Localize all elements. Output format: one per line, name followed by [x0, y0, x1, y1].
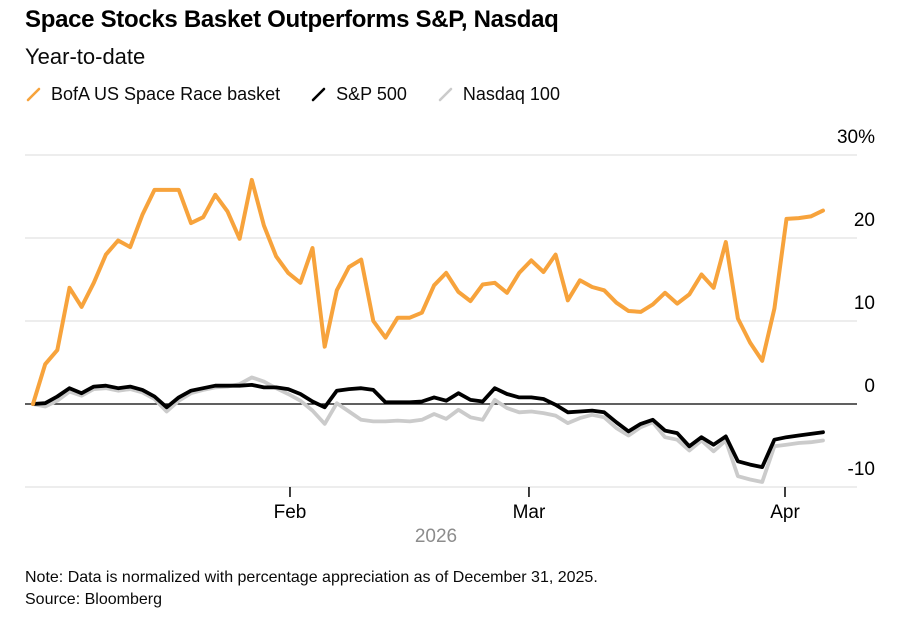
chart-title: Space Stocks Basket Outperforms S&P, Nas…: [25, 6, 559, 33]
chart-subtitle: Year-to-date: [25, 44, 146, 69]
x-tick-label: Feb: [274, 502, 307, 523]
legend: BofA US Space Race basket S&P 500 Nasdaq…: [25, 84, 560, 105]
series-line-1: [31, 382, 825, 470]
series-line-2: [31, 375, 825, 484]
y-tick-label: 10: [854, 293, 875, 314]
legend-label: S&P 500: [336, 84, 407, 104]
legend-slash-icon: [26, 87, 41, 102]
y-tick-label: -10: [848, 459, 875, 480]
x-tick-label: Apr: [770, 502, 800, 523]
y-tick-label: 0: [864, 376, 875, 397]
legend-label: BofA US Space Race basket: [51, 84, 281, 104]
x-axis-year-label: 2026: [415, 526, 457, 547]
y-tick-label: 30%: [837, 127, 875, 148]
footnote: Note: Data is normalized with percentage…: [25, 569, 598, 586]
legend-slash-icon: [311, 87, 326, 102]
y-tick-label: 20: [854, 210, 875, 231]
x-tick-label: Mar: [513, 502, 546, 523]
series-line-0: [31, 177, 825, 406]
legend-slash-icon: [438, 87, 453, 102]
legend-item-nasdaq100: Nasdaq 100: [437, 84, 560, 105]
source-line: Source: Bloomberg: [25, 591, 162, 608]
legend-item-sp500: S&P 500: [310, 84, 407, 105]
legend-label: Nasdaq 100: [462, 84, 560, 104]
legend-item-space-basket: BofA US Space Race basket: [25, 84, 280, 105]
